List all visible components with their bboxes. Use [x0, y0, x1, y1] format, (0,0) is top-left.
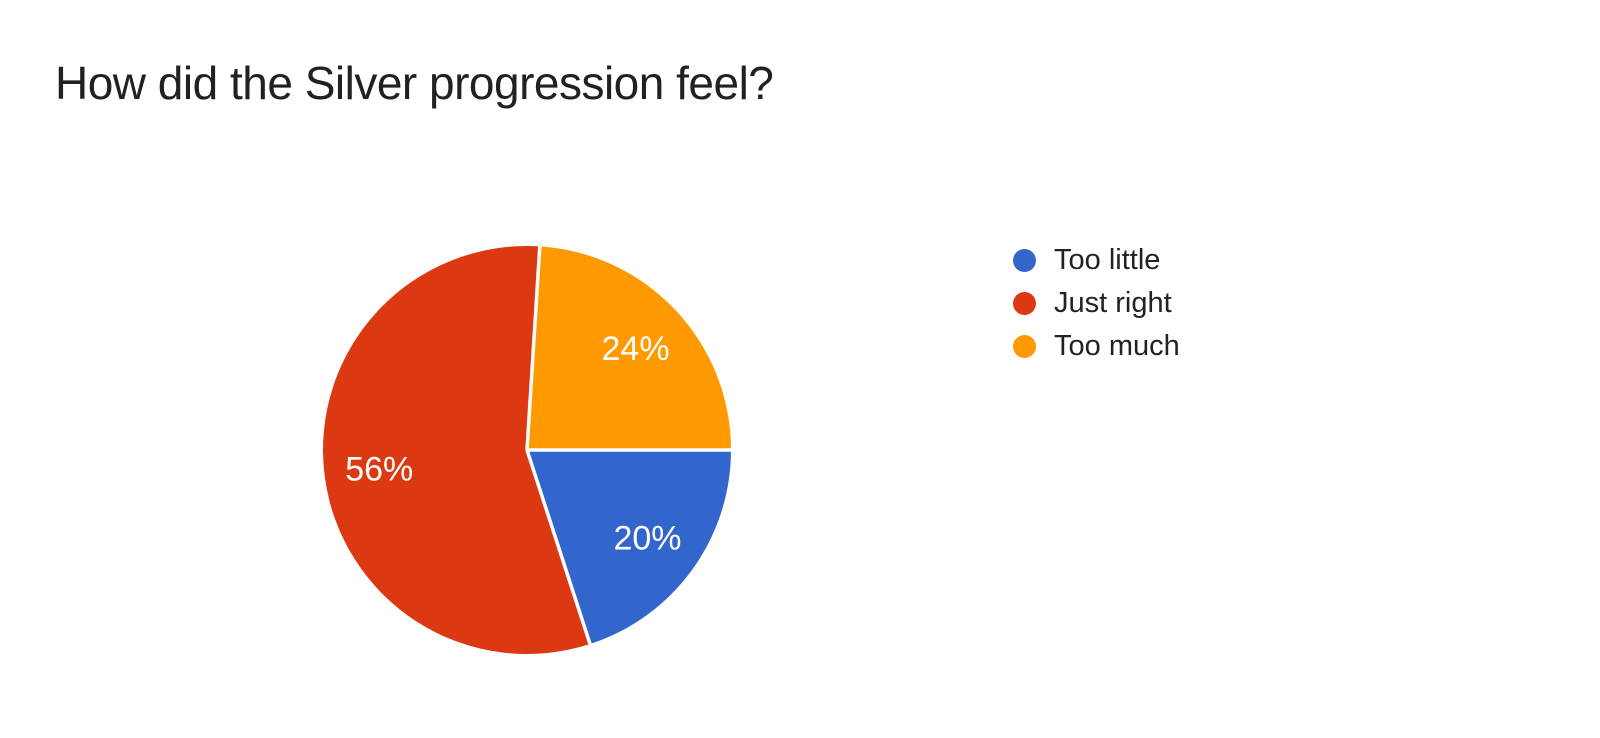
legend-item-too-little: Too little	[1013, 244, 1180, 276]
pie-slice-just-right[interactable]	[323, 245, 591, 654]
pie-chart: 20% 56% 24%	[323, 245, 731, 654]
chart-legend: Too little Just right Too much	[1013, 244, 1180, 376]
legend-swatch-just-right-icon	[1013, 291, 1036, 315]
slice-divider	[525, 246, 542, 451]
pie-slice-percent-label: 20%	[613, 519, 681, 557]
slice-divider	[525, 449, 592, 645]
chart-title: How did the Silver progression feel?	[55, 57, 774, 109]
legend-label-too-little: Too little	[1054, 243, 1161, 276]
pie-slice-too-little[interactable]	[527, 450, 731, 645]
legend-label-too-much: Too much	[1054, 329, 1180, 362]
pie-slice-percent-label: 24%	[602, 330, 670, 368]
legend-item-too-much: Too much	[1013, 330, 1180, 362]
pie-slice-percent-label: 56%	[345, 451, 413, 489]
legend-label-just-right: Just right	[1054, 286, 1172, 319]
pie-slice-too-much[interactable]	[527, 246, 731, 450]
legend-item-just-right: Just right	[1013, 287, 1180, 319]
legend-swatch-too-little-icon	[1013, 248, 1036, 272]
legend-swatch-too-much-icon	[1013, 334, 1036, 358]
